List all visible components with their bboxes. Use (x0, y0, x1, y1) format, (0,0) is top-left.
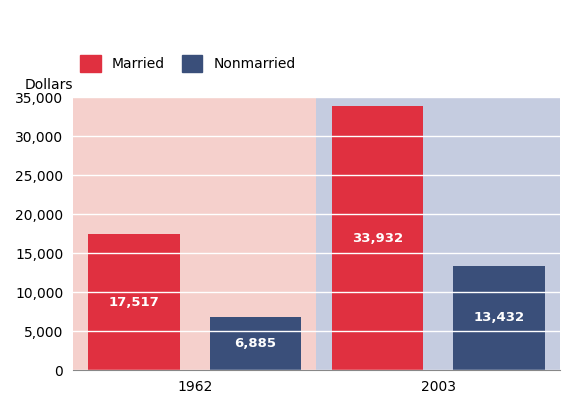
Text: 13,432: 13,432 (474, 311, 524, 324)
Text: 33,932: 33,932 (352, 231, 403, 245)
Legend: Married, Nonmarried: Married, Nonmarried (80, 55, 296, 72)
Bar (73, 97, 316, 370)
Text: 6,885: 6,885 (235, 337, 277, 350)
Bar (332, 106, 423, 370)
Bar (88, 234, 179, 370)
Bar (316, 97, 560, 370)
Bar (210, 317, 301, 370)
Text: 17,517: 17,517 (109, 296, 159, 308)
Text: Dollars: Dollars (24, 78, 73, 92)
Bar (454, 265, 545, 370)
